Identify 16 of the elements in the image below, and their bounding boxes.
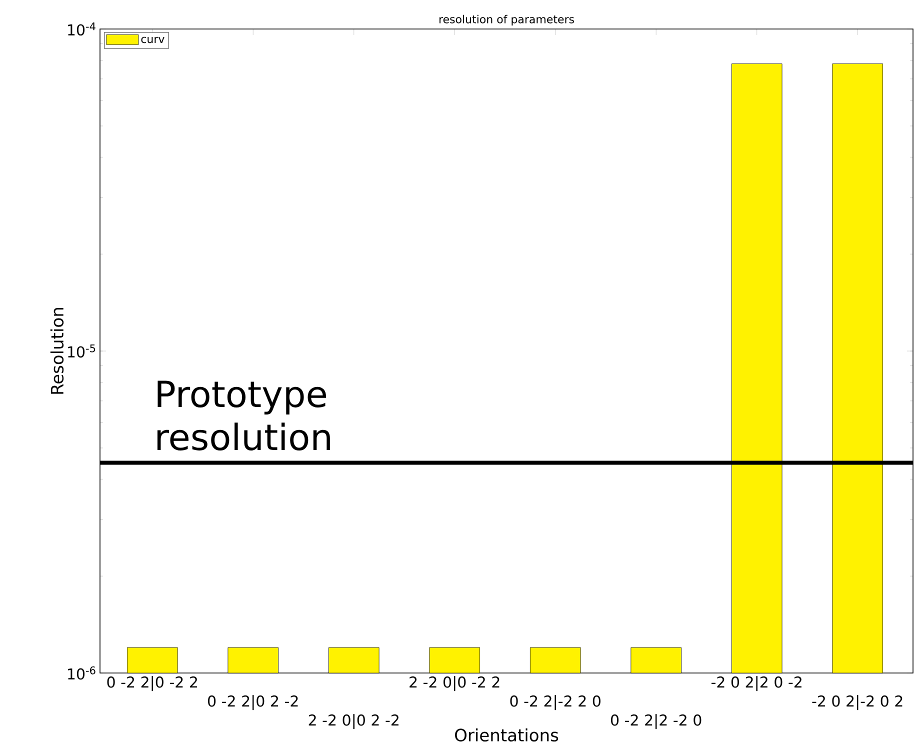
x-tick-label: 0 -2 2|0 -2 2: [107, 676, 197, 692]
chart-title: resolution of parameters: [440, 14, 574, 26]
x-tick-label: 0 -2 2|0 2 -2: [208, 695, 298, 710]
x-tick-label: 2 -2 0|0 -2 2: [410, 676, 500, 692]
x-tick-label: -2 0 2|-2 0 2: [812, 695, 902, 710]
x-tick-label: 0 -2 2|-2 2 0: [510, 695, 600, 710]
y-axis-title: Resolution: [50, 308, 64, 394]
ref-line-label: Prototype resolution: [157, 380, 330, 450]
x-tick-label: 0 -2 2|2 -2 0: [610, 714, 702, 730]
x-axis-title: Orientations: [455, 728, 558, 742]
x-tick-label: 2 -2 0|0 2 -2: [308, 714, 398, 730]
y-tick-label: 10$^{-5}$: [68, 344, 96, 358]
legend-label: curv: [141, 36, 164, 44]
y-tick-label: 10$^{-6}$: [68, 666, 96, 680]
y-tick-label: 10$^{-4}$: [68, 22, 96, 36]
x-tick-label: -2 0 2|2 0 -2: [711, 676, 802, 692]
